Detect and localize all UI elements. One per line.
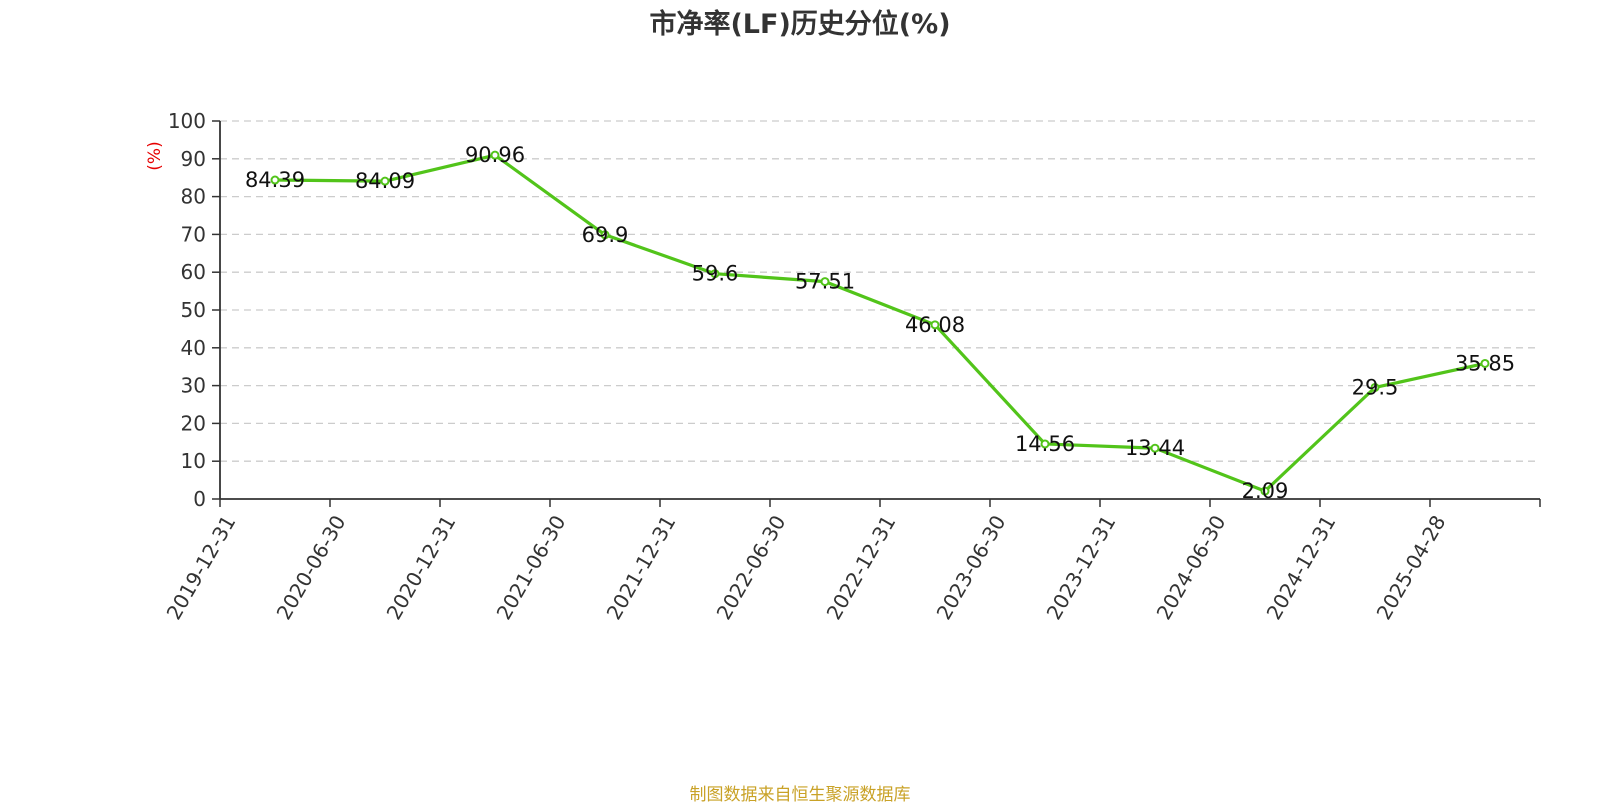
data-label: 69.9: [582, 223, 629, 247]
data-point: [1480, 358, 1490, 368]
y-tick-label: 90: [181, 147, 206, 171]
y-axis-unit-label: (%): [145, 141, 165, 170]
data-label: 14.56: [1015, 432, 1075, 456]
y-tick-label: 20: [181, 411, 206, 435]
x-tick-label: 2025-04-28: [1372, 511, 1451, 624]
chart-title: 市净率(LF)历史分位(%): [649, 9, 951, 40]
x-tick-label: 2022-06-30: [712, 511, 791, 624]
data-label: 35.85: [1455, 351, 1515, 375]
data-point: [1150, 443, 1160, 453]
series-line-layer: [270, 150, 1490, 496]
y-tick-label: 50: [181, 298, 206, 322]
x-tick-label: 2020-12-31: [382, 511, 461, 624]
data-point: [1040, 439, 1050, 449]
data-label: 13.44: [1125, 436, 1185, 460]
y-tick-label: 40: [181, 336, 206, 360]
data-point: [1370, 382, 1380, 392]
data-point: [930, 320, 940, 330]
y-tick-label: 100: [168, 109, 206, 133]
y-tick-label: 70: [181, 222, 206, 246]
y-tick-label: 80: [181, 185, 206, 209]
x-tick-label: 2023-06-30: [932, 511, 1011, 624]
data-label: 29.5: [1352, 375, 1399, 399]
data-label: 84.09: [355, 169, 415, 193]
x-tick-label: 2019-12-31: [162, 511, 241, 624]
data-labels: 84.39 84.09 90.96 69.9 59.6 57.51 46.08 14.56 13…: [245, 143, 1515, 503]
x-tick-label: 2022-12-31: [822, 511, 901, 624]
data-label: 90.96: [465, 143, 525, 167]
y-tick-label: 0: [193, 487, 206, 511]
data-point: [1260, 486, 1270, 496]
data-point: [820, 277, 830, 287]
x-tick-label: 2020-06-30: [272, 511, 351, 624]
data-point: [600, 230, 610, 240]
y-tick-label: 10: [181, 449, 206, 473]
x-tick-label: 2024-06-30: [1152, 511, 1231, 624]
y-tick-label: 30: [181, 374, 206, 398]
data-label: 84.39: [245, 168, 305, 192]
grid-lines: [220, 120, 1540, 462]
data-point: [490, 150, 500, 160]
x-tick-label: 2024-12-31: [1262, 511, 1341, 624]
x-tick-label: 2023-12-31: [1042, 511, 1121, 624]
data-label: 59.6: [692, 262, 739, 286]
data-label: 2.09: [1242, 479, 1289, 503]
series-line: [274, 153, 1486, 493]
source-footnote: 制图数据来自恒生聚源数据库: [689, 785, 911, 805]
data-label: 46.08: [905, 313, 965, 337]
y-tick-label: 60: [181, 260, 206, 284]
data-point: [710, 269, 720, 279]
x-tick-label: 2021-12-31: [602, 511, 681, 624]
x-tick-label: 2021-06-30: [492, 511, 571, 624]
data-label: 57.51: [795, 270, 855, 294]
data-point: [270, 175, 280, 185]
data-point: [380, 176, 390, 186]
